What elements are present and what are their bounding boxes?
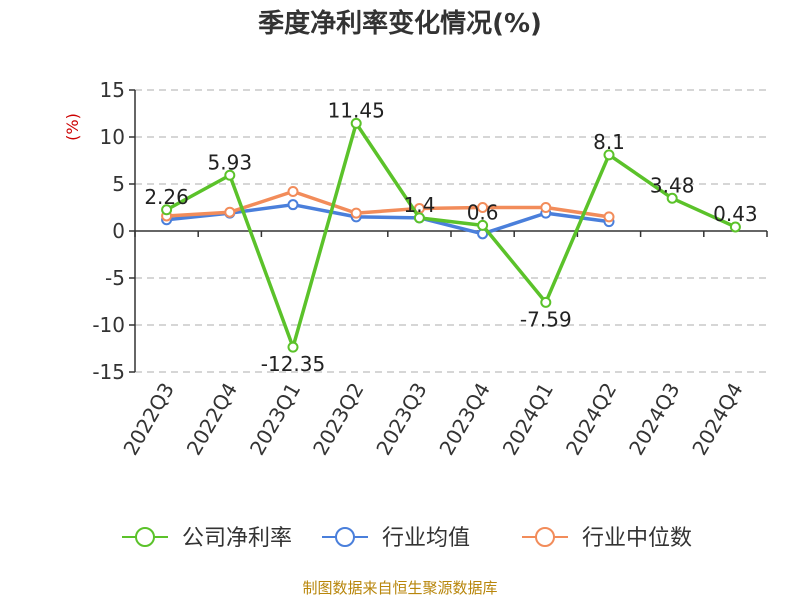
x-tick-label: 2023Q4 xyxy=(434,379,494,460)
series-point xyxy=(350,207,362,219)
series-point xyxy=(350,117,362,129)
legend-marker xyxy=(335,527,355,547)
series-point xyxy=(540,296,552,308)
series-point xyxy=(413,212,425,224)
series-point xyxy=(477,202,489,213)
y-axis-label: (%) xyxy=(63,113,82,141)
chart-title: 季度净利率变化情况(%) xyxy=(258,8,542,39)
x-tick-label: 2022Q3 xyxy=(118,379,178,460)
y-tick-label: 0 xyxy=(112,219,125,243)
x-tick-label: 2023Q3 xyxy=(371,379,431,460)
legend-item[interactable]: 公司净利率 xyxy=(122,526,292,551)
series-point xyxy=(477,219,489,231)
data-labels: 2.26 5.93 -12.35 11.45 1.4 0.6 -7.59 8.1 3.48 0.4… xyxy=(144,98,757,376)
legend-label: 行业均值 xyxy=(382,526,470,551)
series-point xyxy=(603,149,615,161)
series-point xyxy=(161,204,173,216)
series-point xyxy=(603,211,615,223)
legend-marker xyxy=(535,527,555,547)
grid xyxy=(135,89,767,373)
y-tick-label: 15 xyxy=(100,78,125,102)
data-label: 11.45 xyxy=(328,98,385,122)
series-line xyxy=(165,121,737,349)
x-tick-label: 2023Q1 xyxy=(245,379,305,460)
legend-item[interactable]: 行业中位数 xyxy=(522,526,692,551)
y-tick-label: 10 xyxy=(100,125,125,149)
data-label: 0.6 xyxy=(467,200,499,224)
data-label: 5.93 xyxy=(208,150,253,174)
data-label: 2.26 xyxy=(144,185,189,209)
data-label: 8.1 xyxy=(593,130,625,154)
series-line xyxy=(166,202,610,236)
legend-marker xyxy=(135,527,155,547)
data-label: 1.4 xyxy=(403,193,435,217)
x-tick-label: 2023Q2 xyxy=(308,379,368,460)
series-point xyxy=(540,202,552,213)
legend-label: 行业中位数 xyxy=(582,526,692,551)
y-tick-label: -5 xyxy=(105,266,125,290)
data-label: -7.59 xyxy=(520,307,572,331)
series-point xyxy=(224,169,236,181)
data-label: -12.35 xyxy=(261,352,325,376)
legend[interactable]: 公司净利率 行业均值 行业中位数 xyxy=(122,526,692,551)
data-label: 0.43 xyxy=(713,202,758,226)
y-tick-label: -10 xyxy=(92,313,125,337)
x-tick-label: 2024Q3 xyxy=(624,379,684,460)
legend-label: 公司净利率 xyxy=(182,526,292,551)
series-point xyxy=(224,206,236,218)
series-point xyxy=(666,192,678,204)
y-tick-label: -15 xyxy=(92,360,125,384)
x-tick-label: 2022Q4 xyxy=(182,379,242,460)
series-layer xyxy=(161,117,741,353)
y-tick-label: 5 xyxy=(112,172,125,196)
series-point xyxy=(287,341,299,353)
data-label: 3.48 xyxy=(650,173,695,197)
series-point xyxy=(287,186,299,198)
x-tick-label: 2024Q1 xyxy=(498,379,558,460)
legend-item[interactable]: 行业均值 xyxy=(322,526,470,551)
series-point xyxy=(287,199,299,211)
series-point xyxy=(729,221,741,233)
source-note: 制图数据来自恒生聚源数据库 xyxy=(302,579,497,597)
x-tick-label: 2024Q2 xyxy=(561,379,621,460)
x-tick-label: 2024Q4 xyxy=(687,379,747,460)
